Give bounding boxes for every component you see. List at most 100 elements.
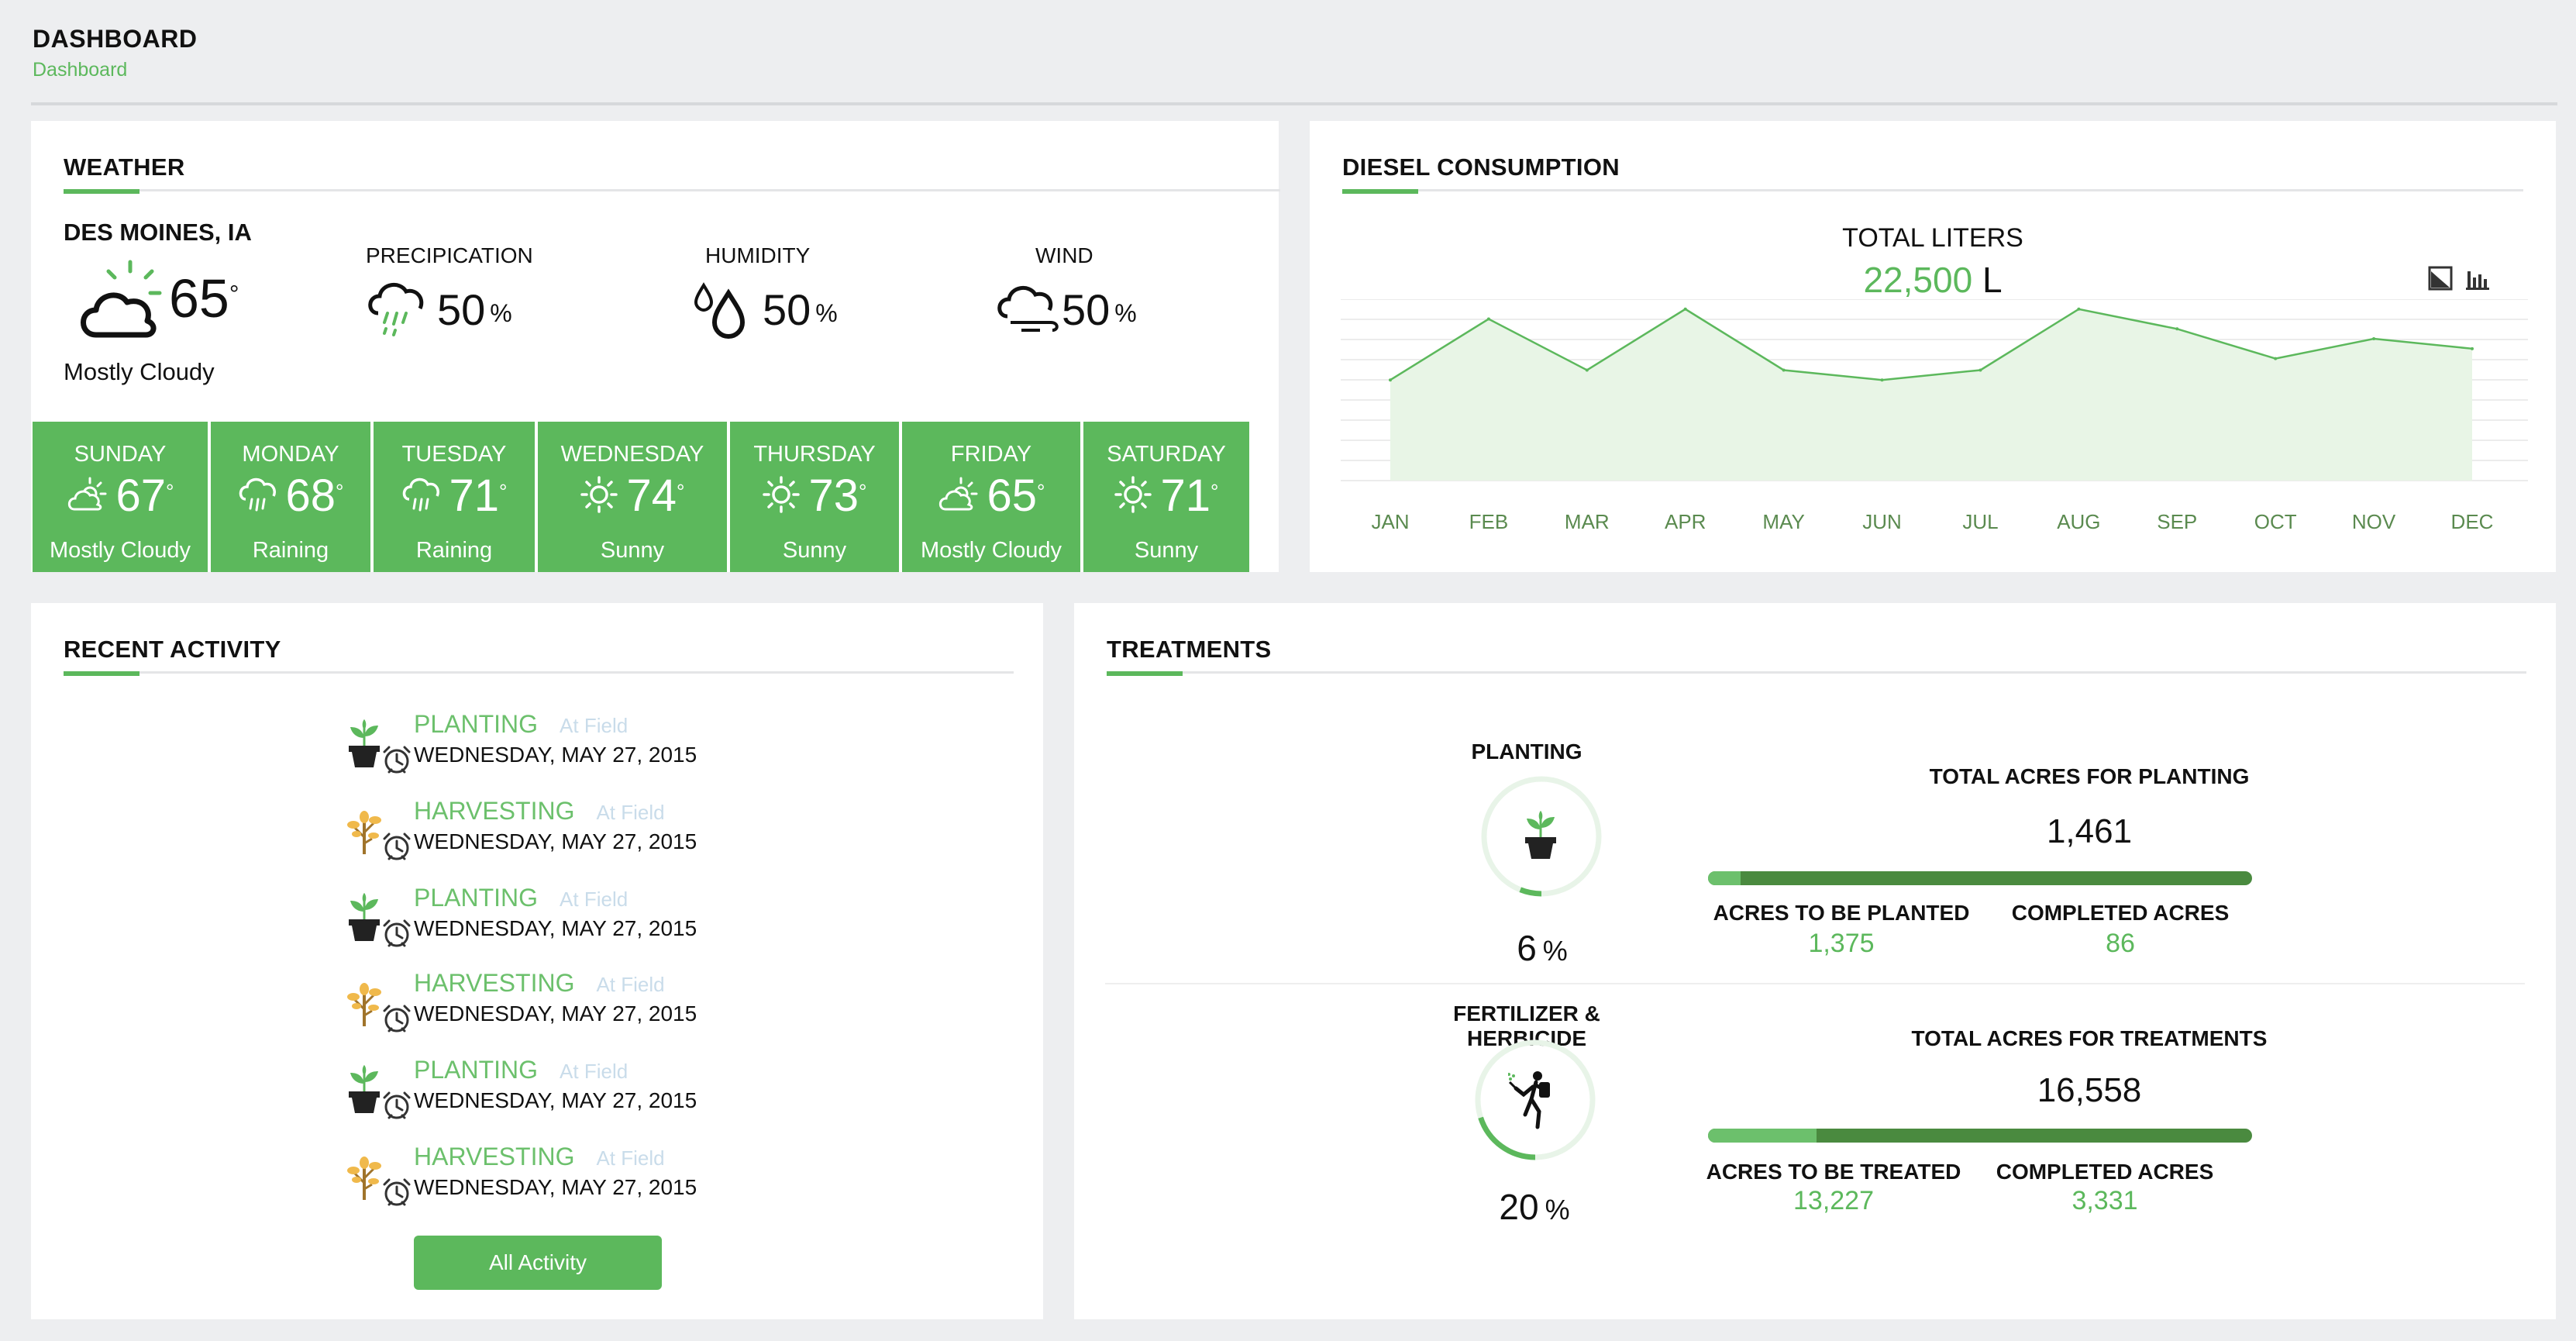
area-chart-icon[interactable]	[2427, 265, 2454, 291]
diesel-point-jun	[1880, 378, 1884, 382]
activity-type: PLANTING At Field	[414, 710, 629, 738]
activity-item[interactable]: PLANTING At Field WEDNESDAY, MAY 27, 2015	[341, 881, 806, 964]
diesel-point-dec	[2471, 346, 2474, 350]
bar-chart-icon[interactable]	[2464, 265, 2491, 291]
treatments-card: TREATMENTS PLANTING 6% TOTAL ACRES FOR P…	[1074, 603, 2556, 1319]
mostly-cloudy-icon	[81, 260, 162, 338]
sun-icon	[1114, 475, 1152, 517]
diesel-title-rule	[1342, 189, 2523, 194]
x-tick-label: SEP	[2157, 510, 2197, 533]
treatments-title-rule	[1107, 671, 2526, 676]
acres-to-be-planted-value: 1,375	[1808, 929, 1875, 958]
forecast-day-name: FRIDAY	[950, 442, 1032, 467]
diesel-area-fill	[1390, 309, 2472, 481]
forecast-day-name: SATURDAY	[1107, 442, 1226, 467]
activity-item[interactable]: PLANTING At Field WEDNESDAY, MAY 27, 2015	[341, 1053, 806, 1136]
activity-date: WEDNESDAY, MAY 27, 2015	[414, 1088, 697, 1112]
alarm-clock-icon	[381, 1003, 412, 1034]
forecast-day-name: TUESDAY	[401, 442, 507, 467]
diesel-point-apr	[1683, 307, 1687, 311]
total-planting-value: 1,461	[2046, 812, 2133, 850]
potted-plant-icon	[341, 719, 387, 769]
forecast-condition: Sunny	[600, 538, 665, 563]
potted-plant-icon	[341, 893, 387, 943]
weather-city: DES MOINES, IA	[64, 219, 252, 246]
diesel-point-jan	[1389, 378, 1392, 382]
treatments-title: TREATMENTS	[1107, 636, 1272, 663]
activity-type: HARVESTING At Field	[414, 797, 665, 825]
all-activity-button[interactable]: All Activity	[414, 1236, 662, 1290]
diesel-point-feb	[1486, 317, 1490, 321]
current-condition: Mostly Cloudy	[64, 358, 215, 385]
activity-date: WEDNESDAY, MAY 27, 2015	[414, 829, 697, 853]
completed-acres-planting-value: 86	[2106, 929, 2135, 958]
alarm-clock-icon	[381, 1177, 412, 1208]
fertilizer-percent: 20%	[1499, 1187, 1570, 1227]
wind-icon	[997, 286, 1059, 332]
header-divider	[31, 102, 2557, 105]
activity-item[interactable]: HARVESTING At Field WEDNESDAY, MAY 27, 20…	[341, 794, 806, 877]
total-liters-value: 22,500 L	[1863, 260, 2003, 300]
forecast-day-friday[interactable]: FRIDAY 65° Mostly Cloudy	[902, 422, 1080, 572]
forecast-condition: Sunny	[782, 538, 847, 563]
humidity-label: HUMIDITY	[705, 243, 811, 267]
diesel-card: DIESEL CONSUMPTION TOTAL LITERS 22,500 L…	[1310, 121, 2556, 572]
mostly-cloudy-icon	[938, 477, 978, 516]
sun-icon	[580, 475, 618, 517]
diesel-point-jul	[1978, 368, 1982, 372]
forecast-condition: Mostly Cloudy	[920, 538, 1062, 563]
activity-item[interactable]: HARVESTING At Field WEDNESDAY, MAY 27, 20…	[341, 1139, 806, 1223]
total-treatments-value: 16,558	[2037, 1071, 2142, 1109]
activity-item[interactable]: HARVESTING At Field WEDNESDAY, MAY 27, 20…	[341, 966, 806, 1050]
potted-plant-icon	[1517, 806, 1564, 865]
rain-icon	[238, 476, 277, 517]
total-liters-label: TOTAL LITERS	[1842, 223, 2023, 253]
rain-icon	[401, 476, 440, 517]
activity-date: WEDNESDAY, MAY 27, 2015	[414, 1175, 697, 1199]
activity-title-rule	[64, 671, 1014, 676]
forecast-day-saturday[interactable]: SATURDAY 71° Sunny	[1083, 422, 1249, 572]
page-title: DASHBOARD	[33, 25, 198, 53]
diesel-point-oct	[2274, 357, 2278, 360]
forecast-day-wednesday[interactable]: WEDNESDAY 74° Sunny	[538, 422, 727, 572]
harvest-plant-icon	[341, 978, 387, 1028]
completed-acres-treatments-value: 3,331	[2071, 1186, 2138, 1215]
harvest-plant-icon	[341, 806, 387, 856]
recent-activity-card: RECENT ACTIVITY PLANTING At Field WEDNESD…	[31, 603, 1043, 1319]
diesel-point-mar	[1585, 368, 1589, 372]
activity-type: PLANTING At Field	[414, 884, 629, 912]
forecast-day-monday[interactable]: MONDAY 68° Raining	[211, 422, 370, 572]
acres-to-be-treated-value: 13,227	[1793, 1186, 1874, 1215]
planting-progress-bar	[1708, 871, 2252, 885]
forecast-temp: 74°	[626, 471, 685, 521]
x-tick-label: DEC	[2451, 510, 2494, 533]
completed-acres-treatments-label: COMPLETED ACRES	[1996, 1160, 2214, 1184]
precipitation-value: 50%	[437, 285, 512, 334]
forecast-day-thursday[interactable]: THURSDAY 73° Sunny	[730, 422, 899, 572]
harvest-plant-icon	[341, 1152, 387, 1201]
activity-date: WEDNESDAY, MAY 27, 2015	[414, 1001, 697, 1026]
alarm-clock-icon	[381, 1090, 412, 1121]
current-temperature: 65°	[169, 268, 239, 329]
x-tick-label: FEB	[1469, 510, 1509, 533]
alarm-clock-icon	[381, 744, 412, 775]
x-tick-label: NOV	[2352, 510, 2396, 533]
total-treatments-label: TOTAL ACRES FOR TREATMENTS	[1911, 1026, 2268, 1050]
forecast-day-name: WEDNESDAY	[560, 442, 704, 467]
acres-to-be-treated-label: ACRES TO BE TREATED	[1706, 1160, 1961, 1184]
activity-date: WEDNESDAY, MAY 27, 2015	[414, 916, 697, 940]
potted-plant-icon	[341, 1065, 387, 1115]
activity-item[interactable]: PLANTING At Field WEDNESDAY, MAY 27, 2015	[341, 707, 806, 791]
droplets-icon	[694, 282, 746, 340]
rain-cloud-icon	[368, 283, 424, 336]
x-tick-label: JUL	[1962, 510, 1998, 533]
forecast-day-tuesday[interactable]: TUESDAY 71° Raining	[374, 422, 535, 572]
forecast-day-sunday[interactable]: SUNDAY 67° Mostly Cloudy	[33, 422, 208, 572]
breadcrumb[interactable]: Dashboard	[33, 59, 128, 81]
sprayer-person-icon	[1507, 1068, 1562, 1130]
activity-type: HARVESTING At Field	[414, 969, 665, 997]
forecast-temp: 71°	[449, 471, 508, 521]
x-tick-label: OCT	[2254, 510, 2297, 533]
x-tick-label: MAR	[1565, 510, 1610, 533]
forecast-day-name: MONDAY	[242, 442, 339, 467]
